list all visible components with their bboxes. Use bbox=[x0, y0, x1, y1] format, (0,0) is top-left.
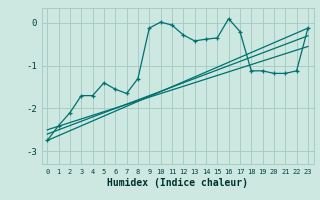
X-axis label: Humidex (Indice chaleur): Humidex (Indice chaleur) bbox=[107, 178, 248, 188]
